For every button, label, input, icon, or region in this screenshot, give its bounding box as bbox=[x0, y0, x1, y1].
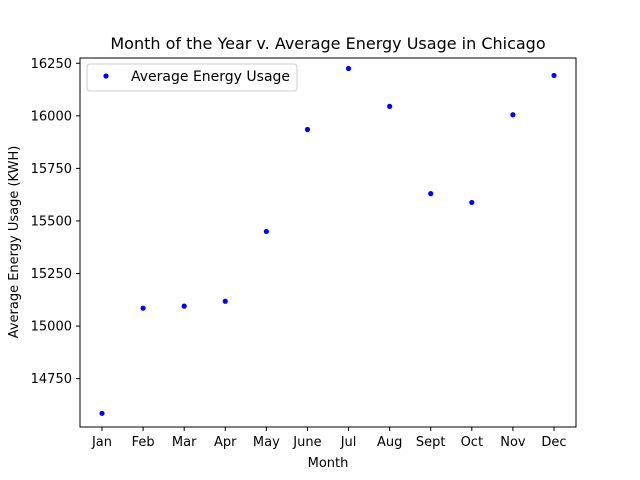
x-axis: Jan Feb Mar Apr May June Jul Aug Sept Oct Nov Dec bbox=[91, 427, 567, 450]
y-tick-label: 15000 bbox=[31, 320, 72, 335]
y-tick-label: 15750 bbox=[31, 162, 72, 177]
x-tick-label: Jul bbox=[340, 435, 357, 450]
y-tick-label: 16250 bbox=[31, 57, 72, 72]
legend-label: Average Energy Usage bbox=[131, 69, 290, 85]
y-tick-label: 14750 bbox=[31, 372, 72, 387]
x-tick-label: Aug bbox=[377, 435, 402, 450]
data-point bbox=[99, 410, 105, 416]
data-point bbox=[469, 199, 475, 206]
y-tick-label: 15250 bbox=[31, 267, 72, 282]
x-tick-label: Dec bbox=[541, 435, 566, 450]
data-point bbox=[181, 303, 187, 309]
data-point bbox=[510, 112, 516, 118]
x-tick-label: Feb bbox=[132, 435, 155, 450]
data-point bbox=[551, 72, 557, 79]
x-tick-label: Nov bbox=[500, 435, 526, 450]
legend-box bbox=[86, 63, 298, 92]
x-axis-label: Month bbox=[308, 456, 349, 471]
data-point bbox=[345, 65, 352, 72]
data-point bbox=[387, 103, 393, 109]
legend: Average Energy Usage bbox=[86, 63, 298, 92]
plot-area bbox=[99, 65, 557, 416]
data-point bbox=[428, 191, 434, 197]
x-tick-label: May bbox=[253, 435, 280, 450]
x-tick-label: Mar bbox=[172, 435, 197, 450]
x-tick-label: Apr bbox=[214, 435, 237, 450]
axes-frame bbox=[79, 57, 577, 428]
data-point bbox=[222, 298, 228, 304]
y-tick-label: 16000 bbox=[31, 109, 72, 124]
x-tick-label: Oct bbox=[461, 435, 483, 450]
data-point bbox=[263, 228, 269, 235]
data-point bbox=[140, 305, 146, 311]
chart-title: Month of the Year v. Average Energy Usag… bbox=[110, 34, 545, 53]
y-axis-label: Average Energy Usage (KWH) bbox=[7, 146, 22, 339]
y-axis: 14750 15000 15250 15500 15750 16000 16250 bbox=[31, 57, 80, 387]
data-point bbox=[304, 126, 311, 133]
legend-marker bbox=[103, 73, 109, 79]
x-tick-label: Jan bbox=[91, 435, 112, 450]
x-tick-label: June bbox=[292, 435, 321, 450]
y-tick-label: 15500 bbox=[31, 214, 72, 229]
x-tick-label: Sept bbox=[416, 435, 446, 450]
